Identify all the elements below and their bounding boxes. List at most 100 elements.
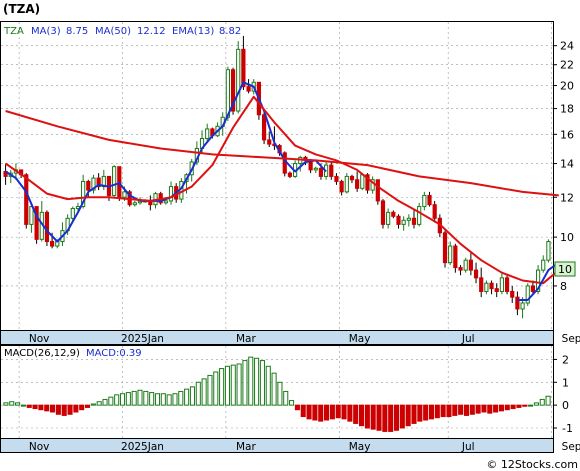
macd-bar-negative <box>446 404 452 418</box>
price-x-axis: Nov2025JanMarMayJulSepNov <box>29 333 580 345</box>
candle-body-up <box>313 167 318 171</box>
candle <box>344 173 349 194</box>
candle <box>510 285 515 303</box>
candle-body-down <box>380 200 386 225</box>
candle <box>236 41 241 114</box>
price-y-tick-label: 18 <box>560 103 574 116</box>
price-y-tick-label: 20 <box>560 80 574 93</box>
candle <box>442 230 448 268</box>
candle-body-up <box>386 211 391 225</box>
price-x-tick-label: Nov <box>29 333 50 345</box>
candle-body-down <box>318 167 324 177</box>
macd-bar-negative <box>306 404 312 420</box>
macd-bar-negative <box>370 404 376 430</box>
macd-bar-positive <box>102 398 108 406</box>
legend-ma3-value: 8.75 <box>66 26 88 37</box>
price-y-tick-label: 10 <box>560 231 574 244</box>
price-x-tick-label: Sep <box>562 333 580 345</box>
macd-bar-negative <box>324 404 330 421</box>
macd-bar-positive <box>224 365 230 406</box>
ma-line <box>5 110 559 197</box>
macd-bar-positive <box>213 371 219 406</box>
candle-body-up <box>112 166 117 196</box>
candle <box>489 280 494 295</box>
macd-bar-positive <box>248 356 254 406</box>
macd-bar-positive <box>131 390 137 406</box>
macd-bar-negative <box>434 404 440 419</box>
candle <box>504 275 510 295</box>
candle <box>479 267 484 298</box>
candle <box>349 174 355 184</box>
candle-body-down <box>267 139 272 145</box>
candle <box>386 208 391 229</box>
macd-bar-negative <box>411 404 417 424</box>
macd-bar-negative <box>452 404 458 416</box>
macd-bar-negative <box>312 404 318 421</box>
candle <box>406 214 411 227</box>
candle-body-down <box>453 245 458 269</box>
macd-bar-positive <box>160 393 166 406</box>
candle-body-up <box>122 191 127 198</box>
candle-body-down <box>230 69 236 112</box>
macd-bar-negative <box>73 404 79 413</box>
macd-bar-negative <box>32 404 38 410</box>
macd-bar-negative <box>522 404 528 407</box>
candle-body-up <box>406 217 411 221</box>
macd-bar-negative <box>50 404 56 413</box>
macd-date-band <box>0 438 554 453</box>
candle-body-up <box>499 277 504 292</box>
macd-bar-positive <box>528 404 534 407</box>
macd-bar-positive <box>201 378 207 406</box>
macd-bar-negative <box>358 404 365 427</box>
candle-body-up <box>525 285 530 304</box>
candle-body-down <box>489 282 494 290</box>
candle-body-up <box>225 69 230 118</box>
macd-bar-positive <box>265 365 271 406</box>
candle <box>422 191 427 211</box>
macd-histogram <box>3 356 551 432</box>
macd-bar-negative <box>493 404 499 413</box>
macd-bar-positive <box>236 363 242 406</box>
candle-body-down <box>355 179 360 189</box>
macd-legend-label: MACD(26,12,9) <box>4 348 80 359</box>
candle <box>339 179 344 196</box>
candle <box>34 206 39 244</box>
candle <box>396 214 401 229</box>
candle-body-up <box>417 206 422 225</box>
candle-body-up <box>463 259 468 271</box>
candle <box>132 200 137 207</box>
candle <box>468 253 473 276</box>
price-y-tick-label: 16 <box>560 128 574 141</box>
candle <box>473 262 479 284</box>
candle-body-up <box>422 194 427 208</box>
candle-body-up <box>360 174 365 189</box>
candle <box>355 171 360 192</box>
candle-body-down <box>432 204 437 219</box>
macd-bar-negative <box>417 404 423 422</box>
candle-body-down <box>473 269 479 279</box>
price-y-tick-label: 24 <box>560 40 574 53</box>
last-price-tag <box>554 261 576 277</box>
candle-body-up <box>132 202 137 206</box>
candle <box>241 35 246 90</box>
macd-bar-positive <box>108 396 114 406</box>
candle <box>329 161 334 180</box>
price-date-band <box>0 330 554 345</box>
macd-bar-positive <box>230 364 236 406</box>
candle-body-down <box>287 172 293 177</box>
candle <box>484 280 489 295</box>
macd-bar-negative <box>510 404 516 410</box>
candle <box>282 151 287 177</box>
macd-bar-positive <box>149 392 155 406</box>
macd-bar-negative <box>399 404 405 429</box>
candle-body-down <box>427 194 432 206</box>
legend-ma3-label: MA(3) <box>31 26 61 37</box>
macd-bar-positive <box>184 388 190 406</box>
macd-bar-positive <box>189 386 196 406</box>
macd-bar-positive <box>96 401 102 406</box>
macd-x-tick-label: Nov <box>29 441 50 453</box>
price-grid <box>1 22 553 330</box>
macd-panel <box>0 345 554 439</box>
candle <box>246 79 251 94</box>
